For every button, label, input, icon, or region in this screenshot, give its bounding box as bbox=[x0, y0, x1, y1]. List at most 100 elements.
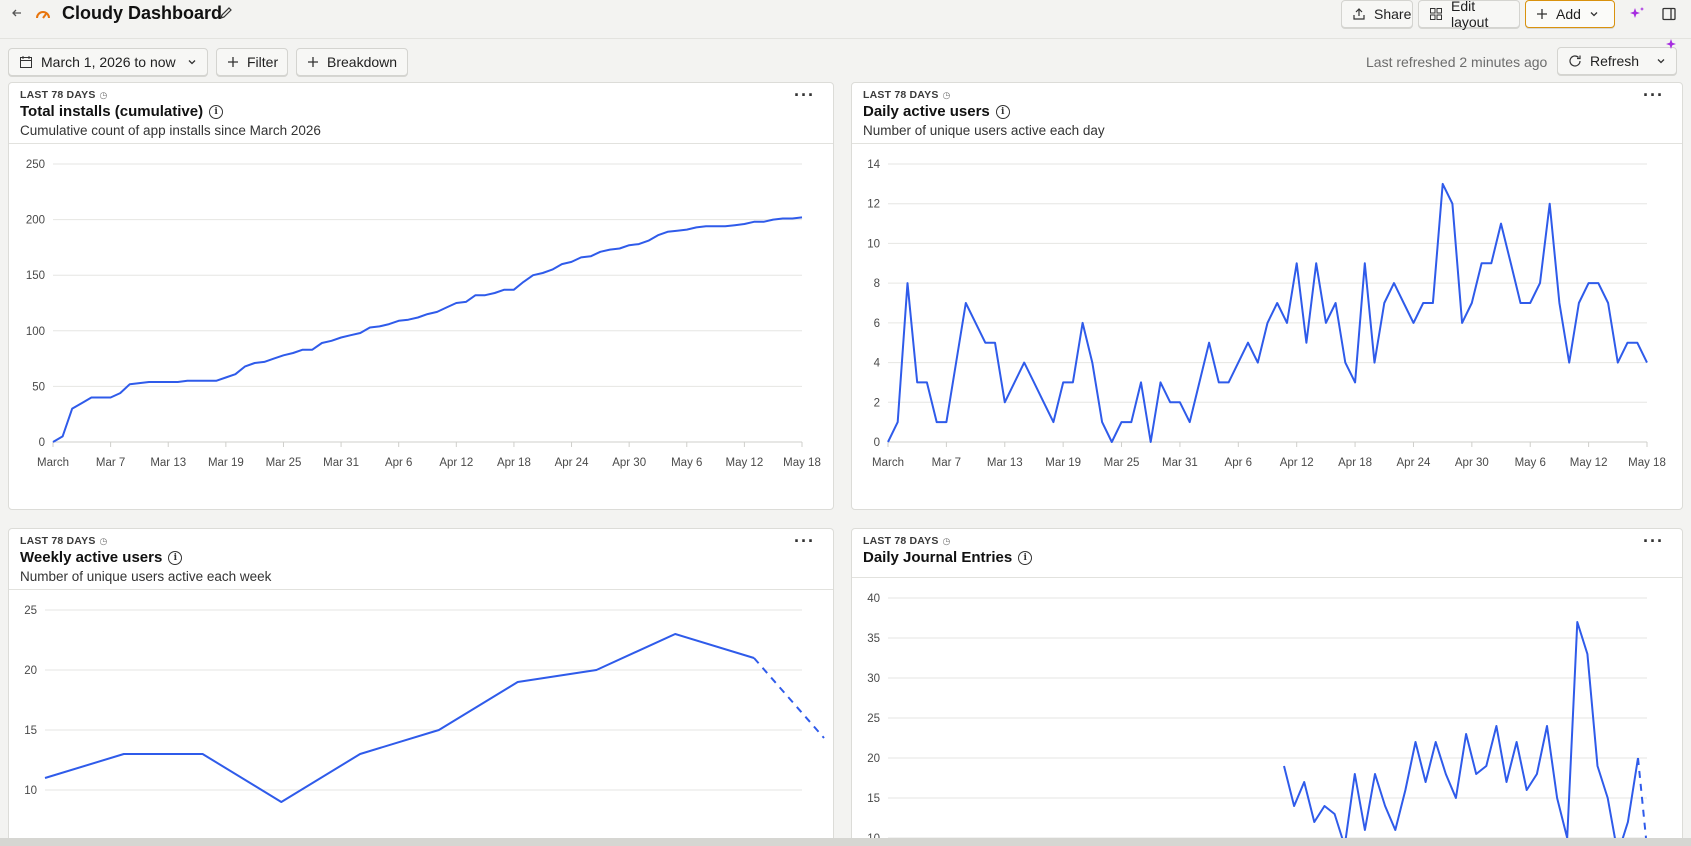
more-options-icon[interactable]: ··· bbox=[794, 531, 815, 551]
date-range-picker[interactable]: March 1, 2026 to now bbox=[8, 48, 208, 76]
x-tick-label: Apr 24 bbox=[555, 457, 589, 469]
insight-title[interactable]: Daily active users i bbox=[863, 103, 1010, 120]
dashboard-title: Cloudy Dashboard bbox=[62, 3, 223, 23]
insight-title[interactable]: Weekly active users i bbox=[20, 549, 183, 566]
x-tick-label: Mar 25 bbox=[266, 457, 302, 469]
filter-label: Filter bbox=[247, 54, 279, 70]
y-tick-label: 200 bbox=[26, 215, 45, 227]
series-line[interactable] bbox=[887, 182, 1648, 443]
info-icon[interactable]: i bbox=[1018, 550, 1033, 565]
line-chart: 10 15 20 25 bbox=[24, 605, 825, 803]
y-tick-label: 100 bbox=[26, 326, 45, 338]
chevron-down-icon bbox=[188, 60, 196, 65]
series-line-incomplete[interactable] bbox=[753, 657, 825, 739]
back-arrow-icon[interactable] bbox=[8, 5, 26, 23]
y-tick-label: 20 bbox=[24, 665, 37, 677]
last-refreshed-text: Last refreshed 2 minutes ago bbox=[1366, 54, 1548, 70]
more-options-icon[interactable]: ··· bbox=[1643, 531, 1664, 551]
chevron-down-icon[interactable] bbox=[1656, 56, 1666, 66]
x-tick-label: Mar 31 bbox=[323, 457, 359, 469]
x-tick-label: Apr 30 bbox=[612, 457, 646, 469]
sidebar-toggle-icon[interactable] bbox=[1658, 3, 1680, 25]
insight-description: Cumulative count of app installs since M… bbox=[20, 123, 321, 138]
range-label: LAST 78 DAYS bbox=[863, 535, 939, 547]
y-tick-label: 10 bbox=[24, 785, 37, 797]
x-tick-label: May 6 bbox=[671, 457, 702, 469]
x-tick-label: Mar 25 bbox=[1104, 457, 1140, 469]
ai-sparkle-icon[interactable] bbox=[1626, 3, 1648, 25]
divider bbox=[9, 589, 833, 590]
filter-button[interactable]: Filter bbox=[216, 48, 288, 76]
clock-icon: ◷ bbox=[99, 535, 108, 546]
line-chart: 0 50 100 150 200 250 March Mar 7 Mar 13 Mar 19 Mar… bbox=[26, 159, 821, 469]
insight-title-text: Daily Journal Entries bbox=[863, 549, 1013, 566]
clock-icon: ◷ bbox=[942, 89, 951, 100]
y-tick-label: 15 bbox=[24, 725, 37, 737]
y-tick-label: 8 bbox=[874, 278, 880, 290]
share-label: Share bbox=[1374, 6, 1412, 22]
y-tick-label: 0 bbox=[39, 437, 45, 449]
filter-toolbar bbox=[0, 38, 1691, 86]
insight-title-text: Daily active users bbox=[863, 103, 990, 120]
x-tick-label: March bbox=[872, 457, 904, 469]
chevron-down-icon[interactable] bbox=[1589, 9, 1599, 19]
y-tick-label: 14 bbox=[867, 159, 880, 171]
x-tick-label: March bbox=[37, 457, 69, 469]
refresh-button[interactable]: Refresh bbox=[1557, 47, 1677, 75]
add-label: Add bbox=[1556, 6, 1581, 22]
plus-icon bbox=[1537, 9, 1547, 19]
x-tick-label: Mar 19 bbox=[1045, 457, 1081, 469]
y-tick-label: 6 bbox=[874, 318, 880, 330]
x-tick-label: May 6 bbox=[1515, 457, 1546, 469]
breakdown-button[interactable]: Breakdown bbox=[296, 48, 408, 76]
y-tick-label: 0 bbox=[874, 437, 880, 449]
insight-title-text: Total installs (cumulative) bbox=[20, 103, 204, 120]
x-tick-label: Apr 12 bbox=[1280, 457, 1314, 469]
series-line-incomplete[interactable] bbox=[1637, 757, 1647, 839]
x-tick-label: May 12 bbox=[1570, 457, 1608, 469]
y-tick-label: 10 bbox=[867, 238, 880, 250]
ai-sparkle-small-icon[interactable] bbox=[1664, 38, 1678, 52]
info-icon[interactable]: i bbox=[168, 550, 183, 565]
y-tick-label: 15 bbox=[867, 793, 880, 805]
series-line[interactable] bbox=[44, 633, 755, 803]
gauge-logo-icon bbox=[34, 5, 52, 23]
y-tick-label: 30 bbox=[867, 673, 880, 685]
more-options-icon[interactable]: ··· bbox=[1643, 85, 1664, 105]
add-button[interactable]: Add bbox=[1525, 0, 1615, 28]
edit-title-pencil-icon[interactable] bbox=[218, 5, 234, 21]
x-tick-label: Mar 19 bbox=[208, 457, 244, 469]
series-line[interactable] bbox=[52, 216, 803, 443]
y-tick-label: 2 bbox=[874, 397, 880, 409]
x-tick-label: Apr 6 bbox=[385, 457, 413, 469]
y-tick-label: 12 bbox=[867, 199, 880, 211]
info-icon[interactable]: i bbox=[995, 104, 1010, 119]
line-chart: 0 2 4 6 8 10 12 14 March Mar 7 Mar 13 Mar 19 Mar 25 M… bbox=[867, 159, 1666, 469]
info-icon[interactable]: i bbox=[209, 104, 224, 119]
x-tick-label: Apr 12 bbox=[439, 457, 473, 469]
breakdown-label: Breakdown bbox=[327, 54, 398, 70]
x-tick-label: Mar 13 bbox=[987, 457, 1023, 469]
share-button[interactable]: Share bbox=[1341, 0, 1413, 28]
more-options-icon[interactable]: ··· bbox=[794, 85, 815, 105]
clock-icon: ◷ bbox=[942, 535, 951, 546]
refresh-label: Refresh bbox=[1590, 53, 1640, 69]
date-range-label: March 1, 2026 to now bbox=[41, 54, 176, 70]
series-line[interactable] bbox=[1283, 621, 1639, 846]
range-label: LAST 78 DAYS bbox=[20, 89, 96, 101]
x-tick-label: Apr 30 bbox=[1455, 457, 1489, 469]
y-tick-label: 50 bbox=[32, 381, 45, 393]
insight-title[interactable]: Daily Journal Entries i bbox=[863, 549, 1033, 566]
insight-title[interactable]: Total installs (cumulative) i bbox=[20, 103, 224, 120]
range-label: LAST 78 DAYS bbox=[863, 89, 939, 101]
edit-layout-button[interactable]: Edit layout bbox=[1418, 0, 1520, 30]
x-tick-label: Apr 18 bbox=[497, 457, 531, 469]
calendar-icon bbox=[20, 56, 32, 68]
x-tick-label: Mar 7 bbox=[932, 457, 961, 469]
divider bbox=[9, 143, 833, 144]
top-bar: Cloudy Dashboard Share Edit layout Add bbox=[0, 0, 1691, 30]
insight-card-weekly-active-users: LAST 78 DAYS ◷ Weekly active users i Numbe… bbox=[8, 528, 834, 846]
share-icon bbox=[1353, 8, 1365, 20]
clock-icon: ◷ bbox=[99, 89, 108, 100]
y-tick-label: 40 bbox=[867, 593, 880, 605]
